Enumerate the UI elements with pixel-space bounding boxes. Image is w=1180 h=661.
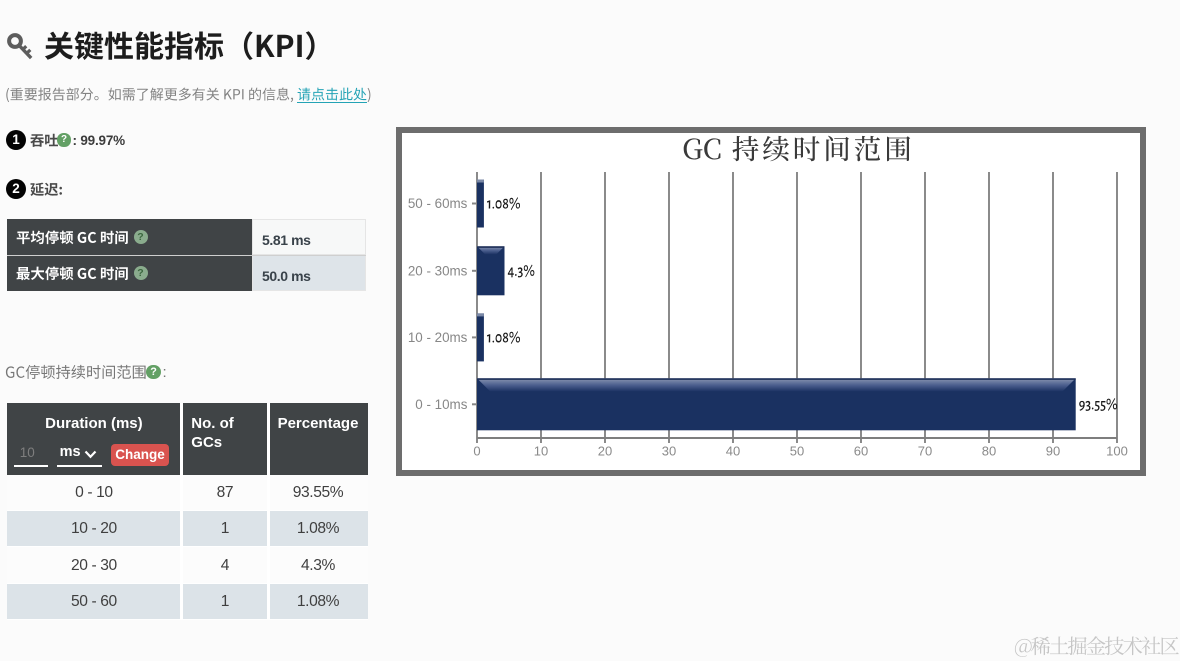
svg-text:30: 30 [662,444,676,459]
svg-text:80: 80 [982,444,996,459]
svg-text:90: 90 [1046,444,1060,459]
svg-text:10 - 20ms: 10 - 20ms [408,330,468,345]
svg-text:0 - 10ms: 0 - 10ms [415,397,467,412]
svg-text:70: 70 [918,444,932,459]
svg-text:60: 60 [854,444,868,459]
svg-text:20 - 30ms: 20 - 30ms [408,263,468,278]
svg-text:50: 50 [790,444,804,459]
svg-text:20: 20 [598,444,612,459]
svg-text:40: 40 [726,444,740,459]
svg-text:50 - 60ms: 50 - 60ms [408,196,468,211]
svg-text:10: 10 [534,444,548,459]
svg-text:100: 100 [1106,444,1128,459]
svg-text:0: 0 [473,444,480,459]
